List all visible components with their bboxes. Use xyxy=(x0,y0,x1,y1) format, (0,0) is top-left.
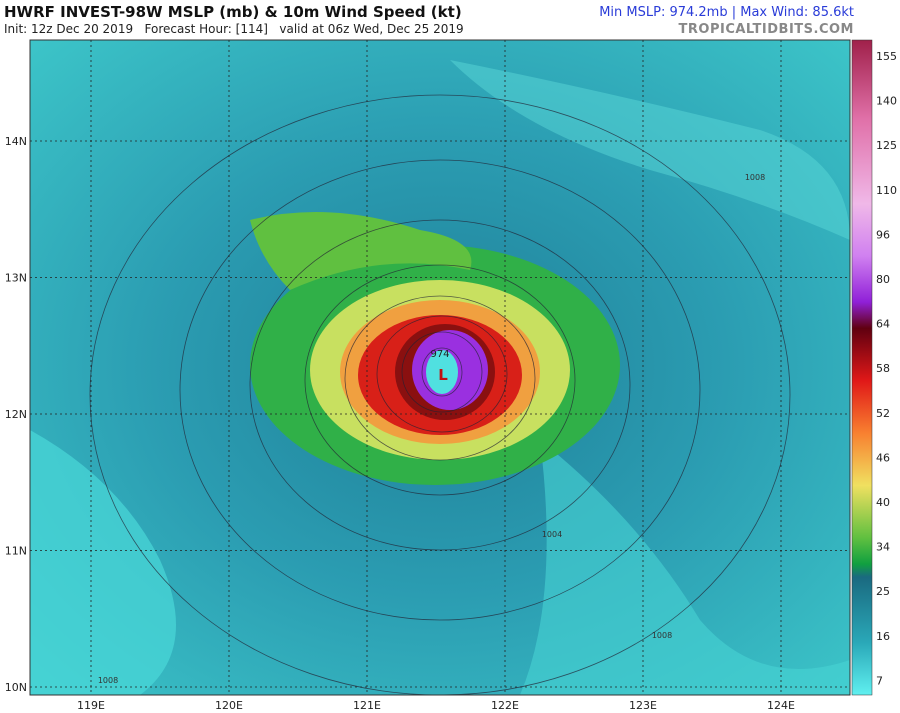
colorbar-label: 52 xyxy=(876,407,890,420)
credit: TROPICALTIDBITS.COM xyxy=(678,22,854,37)
colorbar-label: 140 xyxy=(876,95,897,108)
colorbar-label: 96 xyxy=(876,228,890,241)
map-border xyxy=(29,39,851,696)
isobar-label: 1008 xyxy=(652,631,672,640)
lon-label: 120E xyxy=(215,699,243,712)
lat-label: 11N xyxy=(5,545,27,558)
colorbar-label: 125 xyxy=(876,139,897,152)
colorbar-label: 58 xyxy=(876,362,890,375)
colorbar-label: 46 xyxy=(876,451,890,464)
colorbar-label: 155 xyxy=(876,50,897,63)
colorbar-label: 64 xyxy=(876,318,890,331)
isobar-label: 1008 xyxy=(745,173,765,182)
colorbar-label: 110 xyxy=(876,184,897,197)
colorbar-label: 16 xyxy=(876,630,890,643)
low-pressure: 974 xyxy=(430,349,449,360)
stats: Min MSLP: 974.2mb | Max Wind: 85.6kt xyxy=(599,5,854,20)
lon-label: 124E xyxy=(767,699,795,712)
colorbar xyxy=(851,39,873,696)
map-field xyxy=(30,40,850,695)
colorbar-label: 80 xyxy=(876,273,890,286)
subtitle: Init: 12z Dec 20 2019 Forecast Hour: [11… xyxy=(4,22,464,36)
low-symbol: L xyxy=(438,366,448,384)
lon-label: 122E xyxy=(491,699,519,712)
colorbar-label: 40 xyxy=(876,496,890,509)
lat-label: 12N xyxy=(5,408,27,421)
lat-label: 13N xyxy=(5,272,27,285)
isobar-label: 1008 xyxy=(98,676,118,685)
lat-label: 10N xyxy=(5,681,27,694)
lon-label: 121E xyxy=(353,699,381,712)
colorbar-label: 7 xyxy=(876,674,883,687)
lon-label: 119E xyxy=(77,699,105,712)
colorbar-label: 25 xyxy=(876,585,890,598)
title: HWRF INVEST-98W MSLP (mb) & 10m Wind Spe… xyxy=(4,3,462,21)
isobar-label: 1004 xyxy=(542,530,562,539)
colorbar-label: 34 xyxy=(876,541,890,554)
lat-label: 14N xyxy=(5,135,27,148)
lon-label: 123E xyxy=(629,699,657,712)
